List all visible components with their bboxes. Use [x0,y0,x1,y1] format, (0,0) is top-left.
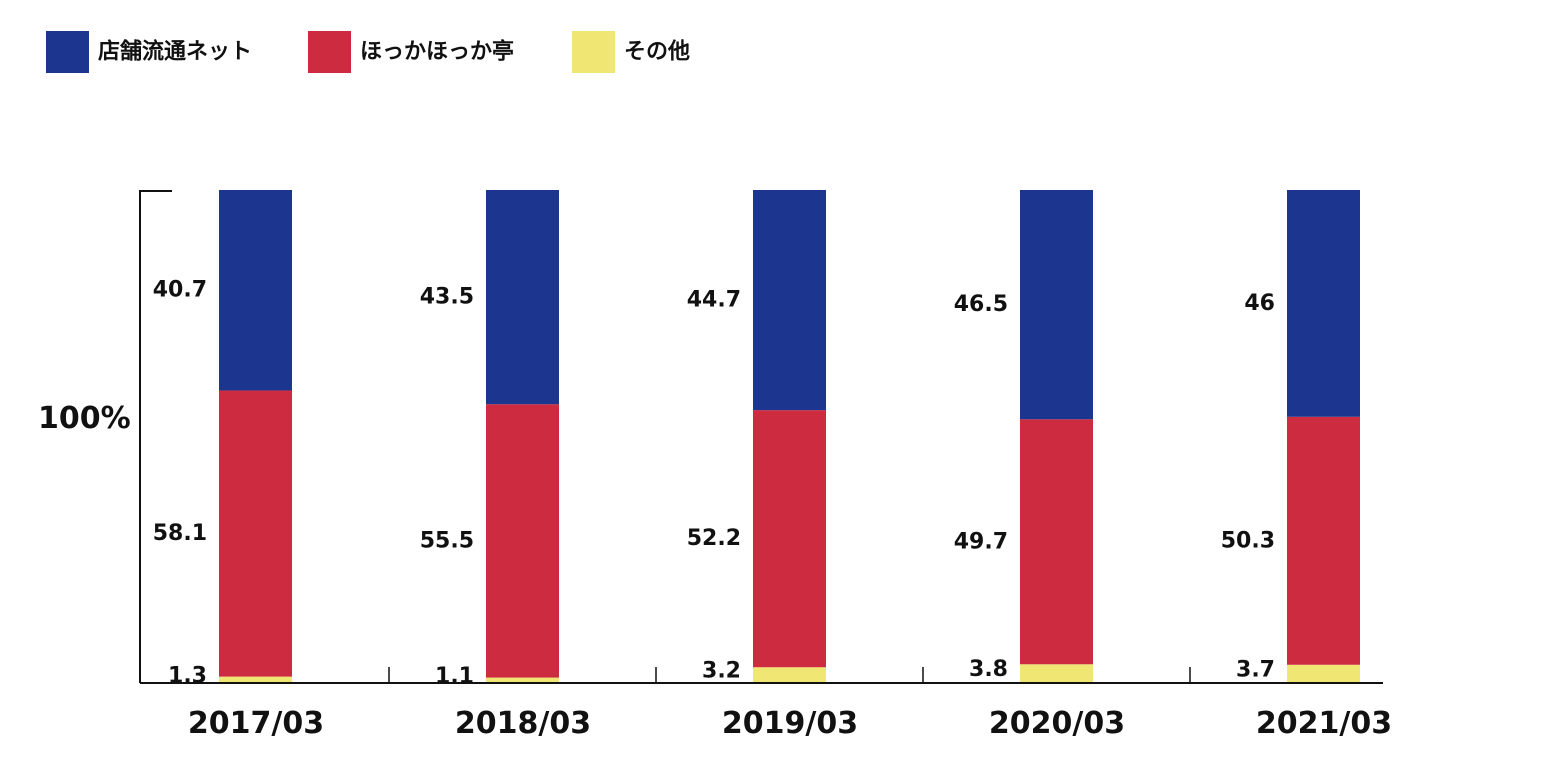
category-label-2017-03: 2017/03 [188,706,324,741]
bar-segment-1-2019-03 [753,667,826,683]
bar-segment-2-2020-03 [1020,419,1093,665]
value-label-other-2019-03: 3.2 [702,659,741,684]
value-label-tenpo-2019-03: 44.7 [687,288,741,313]
value-label-hokka-2017-03: 58.1 [153,521,207,546]
bar-segment-1-2021-03 [1287,664,1360,683]
value-label-hokka-2020-03: 49.7 [954,529,1008,554]
bar-segment-3-2017-03 [219,190,292,391]
legend: 店舗流通ネット ほっかほっか亭 その他 [46,31,690,73]
bars [219,190,1360,683]
value-label-tenpo-2021-03: 46 [1244,291,1275,316]
value-label-hokka-2019-03: 52.2 [687,526,741,551]
value-label-other-2017-03: 1.3 [168,663,207,688]
legend-label-2: ほっかほっか亭 [360,39,514,65]
value-label-tenpo-2020-03: 46.5 [954,292,1008,317]
axes [139,190,1383,684]
bar-segment-1-2017-03 [219,676,292,683]
bar-segment-3-2018-03 [486,190,559,405]
bar-segment-2-2019-03 [753,410,826,668]
legend-swatch-2 [308,31,351,73]
bar-segment-2-2021-03 [1287,416,1360,665]
bar-segment-3-2021-03 [1287,190,1360,417]
value-label-tenpo-2017-03: 40.7 [153,278,207,303]
category-label-2019-03: 2019/03 [722,706,858,741]
value-label-hokka-2018-03: 55.5 [420,528,474,553]
bar-segment-1-2020-03 [1020,664,1093,683]
bar-segment-3-2019-03 [753,190,826,411]
value-label-hokka-2021-03: 50.3 [1221,528,1275,553]
legend-label-3: その他 [624,40,690,65]
bar-segment-1-2018-03 [486,677,559,683]
category-label-2020-03: 2020/03 [989,706,1125,741]
category-label-2021-03: 2021/03 [1256,706,1392,741]
legend-swatch-3 [572,31,615,73]
value-label-tenpo-2018-03: 43.5 [420,285,474,310]
bar-segment-2-2018-03 [486,404,559,678]
legend-label-1: 店舗流通ネット [98,39,252,65]
value-label-other-2018-03: 1.1 [435,664,474,689]
value-label-other-2020-03: 3.8 [969,657,1008,682]
y-axis-label: 100% [38,401,131,436]
category-label-2018-03: 2018/03 [455,706,591,741]
legend-swatch-1 [46,31,89,73]
bar-segment-3-2020-03 [1020,190,1093,420]
labels: 1.3 58.1 40.7 2017/03 1.1 55.5 43.5 2018/03 3.2 5… [153,278,1392,741]
bar-segment-2-2017-03 [219,390,292,677]
value-label-other-2021-03: 3.7 [1236,657,1275,682]
